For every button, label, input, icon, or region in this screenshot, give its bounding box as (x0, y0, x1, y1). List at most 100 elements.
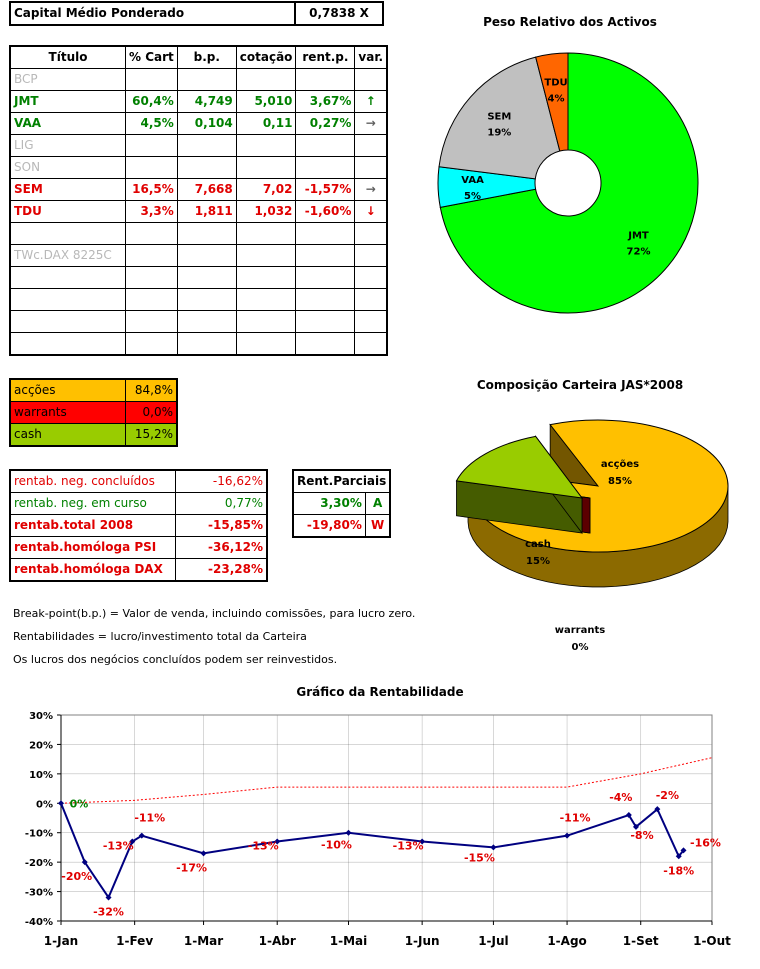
allocation-row: warrants 0,0% (9, 401, 178, 424)
returns-row: rentab.homóloga DAX -23,28% (9, 558, 268, 582)
data-label: -13% (103, 840, 134, 853)
data-point (625, 812, 632, 819)
partial-header: Rent.Parciais (292, 469, 391, 493)
data-label: -8% (630, 829, 653, 842)
data-label: -13% (248, 840, 279, 853)
data-label: -16% (690, 836, 721, 849)
allocation-value: 0,0% (125, 401, 178, 424)
returns-row: rentab. neg. em curso 0,77% (9, 492, 268, 515)
portfolio-cell-cart (125, 156, 178, 179)
returns-row: rentab.homóloga PSI -36,12% (9, 536, 268, 559)
doughnut-slice-sem (438, 56, 561, 180)
benchmark-line (60, 757, 713, 804)
returns-label: rentab.homóloga PSI (9, 536, 176, 559)
data-label: -10% (321, 839, 352, 852)
portfolio-cell-var (354, 266, 388, 289)
portfolio-cell-rent (295, 222, 356, 245)
data-label: -20% (61, 870, 92, 883)
allocation-table: acções 84,8% warrants 0,0% cash 15,2% (9, 378, 178, 447)
capital-table: Capital Médio Ponderado 0,7838 X (9, 1, 384, 26)
portfolio-cell-rent: 3,67% (295, 90, 356, 113)
portfolio-cell-bp (176, 288, 237, 311)
note-profits: Os lucros dos negócios concluídos podem … (13, 653, 338, 666)
table-row: TWc.DAX 8225C (9, 244, 388, 267)
data-point (81, 859, 88, 866)
col-header: % Cart (125, 45, 178, 69)
portfolio-cell-var (354, 156, 388, 179)
portfolio-cell-rent (295, 288, 356, 311)
pie3d-slice-pct: 85% (608, 476, 632, 487)
doughnut-slice-label: JMT (627, 230, 649, 241)
data-label: -11% (134, 812, 165, 825)
portfolio-cell-rent (295, 310, 356, 333)
table-row: JMT 60,4% 4,749 5,010 3,67% ↑ (9, 90, 388, 113)
portfolio-cell-cart (125, 134, 178, 157)
partial-value: 3,30% (292, 492, 366, 515)
portfolio-cell-cart: 16,5% (125, 178, 178, 201)
x-tick-label: 1-Jul (478, 934, 508, 948)
doughnut-slice-tdu (535, 52, 569, 152)
portfolio-cell-var (354, 244, 388, 267)
y-tick-label: -10% (25, 829, 53, 840)
pie3d-slice-pct: 0% (572, 642, 589, 653)
allocation-row: acções 84,8% (9, 378, 178, 402)
returns-value: -23,28% (175, 558, 268, 582)
note-breakpoint: Break-point(b.p.) = Valor de venda, incl… (13, 607, 416, 620)
x-tick-label: 1-Mar (184, 934, 223, 948)
partial-row: 3,30% A (292, 492, 391, 515)
y-tick-label: 0% (36, 799, 53, 810)
portfolio-cell-titulo (9, 222, 126, 245)
portfolio-cell-cart (125, 332, 178, 356)
table-row: SEM 16,5% 7,668 7,02 -1,57% → (9, 178, 388, 201)
col-header: b.p. (176, 45, 237, 69)
col-header: var. (354, 45, 388, 69)
portfolio-cell-cot (235, 266, 297, 289)
portfolio-cell-titulo: VAA (9, 112, 126, 135)
x-tick-label: 1-Mai (330, 934, 367, 948)
portfolio-cell-cot (235, 310, 297, 333)
data-point (138, 832, 145, 839)
note-returns: Rentabilidades = lucro/investimento tota… (13, 630, 307, 643)
portfolio-cell-titulo: SEM (9, 178, 126, 201)
doughnut-slice-jmt (439, 52, 699, 314)
returns-row: rentab.total 2008 -15,85% (9, 514, 268, 537)
portfolio-cell-titulo (9, 266, 126, 289)
portfolio-cell-rent: -1,60% (295, 200, 356, 223)
portfolio-cell-cart (125, 310, 178, 333)
portfolio-cell-rent (295, 332, 356, 356)
data-point (419, 838, 426, 845)
data-label: -18% (663, 864, 694, 877)
pie3d-slice-pct: 15% (526, 556, 550, 567)
portfolio-cell-cart (125, 68, 178, 91)
x-tick-label: 1-Jun (405, 934, 440, 948)
allocation-label: acções (9, 378, 126, 402)
portfolio-cell-var (354, 288, 388, 311)
doughnut-slice-pct: 5% (464, 191, 481, 202)
table-row (9, 266, 388, 289)
data-label: -4% (609, 791, 632, 804)
returns-value: -16,62% (175, 469, 268, 493)
data-label: -32% (93, 905, 124, 918)
portfolio-cell-cot: 0,11 (235, 112, 297, 135)
portfolio-cell-cot: 5,010 (235, 90, 297, 113)
data-label: -13% (393, 840, 424, 853)
portfolio-table: Título % Cart b.p. cotação rent.p. var. … (9, 45, 389, 356)
data-point (654, 806, 661, 813)
returns-label: rentab.homóloga DAX (9, 558, 176, 582)
pie3d-chart: acções 85% warrants 0% cash 15% (455, 419, 729, 653)
data-label: -17% (176, 861, 207, 874)
y-tick-label: 30% (29, 711, 53, 722)
table-row (9, 288, 388, 311)
x-tick-label: 1-Ago (547, 934, 586, 948)
portfolio-cell-bp: 4,749 (176, 90, 237, 113)
portfolio-cell-var: → (354, 112, 388, 135)
portfolio-cell-bp (176, 266, 237, 289)
table-row (9, 310, 388, 333)
data-point (345, 829, 352, 836)
allocation-label: warrants (9, 401, 126, 424)
line-chart-title: Gráfico da Rentabilidade (296, 685, 464, 699)
returns-value: -15,85% (175, 514, 268, 537)
pie3d-chart-title: Composição Carteira JAS*2008 (476, 378, 684, 392)
portfolio-cell-rent (295, 68, 356, 91)
portfolio-cell-bp (176, 134, 237, 157)
